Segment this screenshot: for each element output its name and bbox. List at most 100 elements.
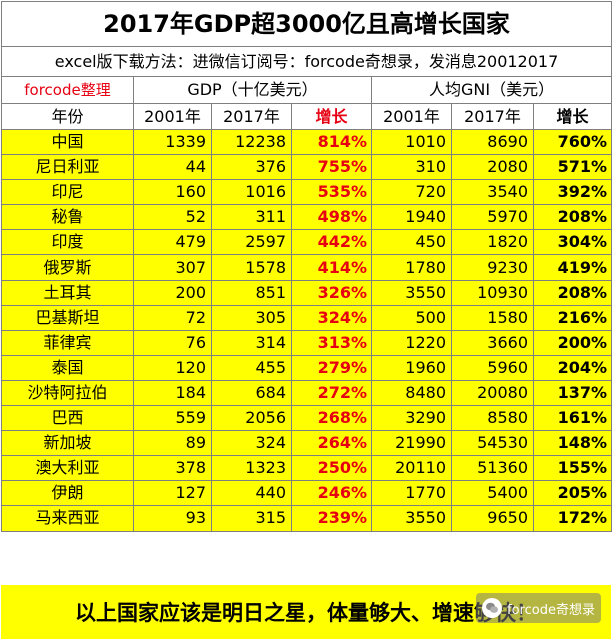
table-row: 印度 479 2597 442% 450 1820 304% xyxy=(1,229,613,256)
gdp-2017-cell: 684 xyxy=(211,379,292,407)
country-cell: 俄罗斯 xyxy=(1,254,134,281)
gdp-2017-cell: 311 xyxy=(211,204,292,231)
subtitle-row: excel版下载方法：进微信订阅号：forcode奇想录，发消息20012017 xyxy=(0,46,613,77)
gdp-2017-cell: 851 xyxy=(211,279,292,306)
country-cell: 菲律宾 xyxy=(1,329,134,356)
country-cell: 沙特阿拉伯 xyxy=(1,379,134,407)
gdp-2001-cell: 184 xyxy=(133,379,212,407)
gni-2001-cell: 1940 xyxy=(371,204,452,231)
gni-2001-cell: 1960 xyxy=(371,354,452,381)
table-row: 泰国 120 455 279% 1960 5960 204% xyxy=(1,354,613,381)
gni-growth-cell: 760% xyxy=(532,128,613,156)
country-cell: 新加坡 xyxy=(1,430,134,457)
gni-2017-cell: 1820 xyxy=(451,229,534,256)
gdp-growth-cell: 414% xyxy=(291,254,372,281)
country-cell: 巴西 xyxy=(1,405,134,432)
gni-growth-cell: 172% xyxy=(532,505,613,532)
table-row: 沙特阿拉伯 184 684 272% 8480 20080 137% xyxy=(1,379,613,407)
gni-2001-cell: 500 xyxy=(371,304,452,331)
gni-2017-cell: 51360 xyxy=(451,455,534,482)
gni-2017-cell: 10930 xyxy=(451,279,534,306)
gdp-2017-cell: 12238 xyxy=(211,128,292,156)
gni-growth-cell: 419% xyxy=(532,254,613,281)
gdp-growth-cell: 442% xyxy=(291,229,372,256)
gdp-2017-cell: 305 xyxy=(211,304,292,331)
gni-2017-cell: 54530 xyxy=(451,430,534,457)
gdp-growth-cell: 279% xyxy=(291,354,372,381)
gdp-2017-cell: 376 xyxy=(211,154,292,181)
country-cell: 马来西亚 xyxy=(1,505,134,532)
table-row: 尼日利亚 44 376 755% 310 2080 571% xyxy=(1,154,613,181)
gni-growth-cell: 208% xyxy=(532,204,613,231)
table-row: 伊朗 127 440 246% 1770 5400 205% xyxy=(1,480,613,507)
table-row: 中国 1339 12238 814% 1010 8690 760% xyxy=(1,128,613,156)
gni-2017-cell: 5970 xyxy=(451,204,534,231)
gdp-2001-cell: 378 xyxy=(133,455,212,482)
gdp-2017-cell: 324 xyxy=(211,430,292,457)
country-cell: 伊朗 xyxy=(1,480,134,507)
gni-2001-cell: 450 xyxy=(371,229,452,256)
gdp-growth-cell: 250% xyxy=(291,455,372,482)
gni-2017-cell: 3660 xyxy=(451,329,534,356)
wechat-logo-icon xyxy=(482,598,502,618)
gdp-2017-cell: 1578 xyxy=(211,254,292,281)
gni-growth-cell: 148% xyxy=(532,430,613,457)
gni-2001-cell: 20110 xyxy=(371,455,452,482)
gni-2001-cell: 21990 xyxy=(371,430,452,457)
gni-growth-cell: 205% xyxy=(532,480,613,507)
watermark-text: forcode奇想录 xyxy=(507,602,595,618)
group-header-row: forcode整理 GDP（十亿美元） 人均GNI（美元） xyxy=(1,76,613,104)
country-cell: 土耳其 xyxy=(1,279,134,306)
gni-growth-cell: 155% xyxy=(532,455,613,482)
country-cell: 泰国 xyxy=(1,354,134,381)
gdp-2001-cell: 160 xyxy=(133,179,212,206)
gdp-2017-cell: 315 xyxy=(211,505,292,532)
gni-2001-cell: 3550 xyxy=(371,279,452,306)
table-row: 菲律宾 76 314 313% 1220 3660 200% xyxy=(1,329,613,356)
table-row: 印尼 160 1016 535% 720 3540 392% xyxy=(1,179,613,206)
gni-growth-cell: 208% xyxy=(532,279,613,306)
table-row: 马来西亚 93 315 239% 3550 9650 172% xyxy=(1,505,613,532)
country-cell: 澳大利亚 xyxy=(1,455,134,482)
gni-growth-cell: 216% xyxy=(532,304,613,331)
download-instructions: excel版下载方法：进微信订阅号：forcode奇想录，发消息20012017 xyxy=(0,46,613,77)
gdp-2001-cell: 44 xyxy=(133,154,212,181)
gdp-growth-cell: 264% xyxy=(291,430,372,457)
table-row: 巴基斯坦 72 305 324% 500 1580 216% xyxy=(1,304,613,331)
gdp-growth-table: 2017年GDP超3000亿且高增长国家 excel版下载方法：进微信订阅号：f… xyxy=(0,1,613,532)
country-cell: 中国 xyxy=(1,128,134,156)
title-row: 2017年GDP超3000亿且高增长国家 xyxy=(0,1,613,47)
country-cell: 印尼 xyxy=(1,179,134,206)
gni-2017-cell: 9230 xyxy=(451,254,534,281)
gni-growth-header: 增长 xyxy=(532,103,613,130)
gdp-2001-cell: 200 xyxy=(133,279,212,306)
gni-group-header: 人均GNI（美元） xyxy=(370,76,613,104)
gdp-2001-cell: 307 xyxy=(133,254,212,281)
gni-2001-header: 2001年 xyxy=(371,103,452,130)
table-row: 土耳其 200 851 326% 3550 10930 208% xyxy=(1,279,613,306)
gni-2017-cell: 8580 xyxy=(451,405,534,432)
gdp-growth-cell: 272% xyxy=(291,379,372,407)
gni-2017-cell: 2080 xyxy=(451,154,534,181)
gdp-growth-cell: 498% xyxy=(291,204,372,231)
watermark: forcode奇想录 xyxy=(476,593,601,623)
gdp-growth-cell: 755% xyxy=(291,154,372,181)
credit-label: forcode整理 xyxy=(1,76,134,104)
gdp-growth-cell: 535% xyxy=(291,179,372,206)
gdp-2001-cell: 479 xyxy=(133,229,212,256)
gdp-2001-header: 2001年 xyxy=(133,103,212,130)
gdp-growth-cell: 814% xyxy=(291,128,372,156)
gni-2017-cell: 3540 xyxy=(451,179,534,206)
gdp-growth-cell: 326% xyxy=(291,279,372,306)
footer-text: 以上国家应该是明日之星，体量够大、增速够快！ xyxy=(75,601,537,625)
gni-2001-cell: 3550 xyxy=(371,505,452,532)
gdp-2001-cell: 89 xyxy=(133,430,212,457)
country-column-header: 年份 xyxy=(1,103,134,130)
gdp-2001-cell: 76 xyxy=(133,329,212,356)
gni-growth-cell: 137% xyxy=(532,379,613,407)
table-row: 巴西 559 2056 268% 3290 8580 161% xyxy=(1,405,613,432)
table-row: 澳大利亚 378 1323 250% 20110 51360 155% xyxy=(1,455,613,482)
gni-2017-cell: 5960 xyxy=(451,354,534,381)
gni-2017-cell: 5400 xyxy=(451,480,534,507)
gni-growth-cell: 161% xyxy=(532,405,613,432)
